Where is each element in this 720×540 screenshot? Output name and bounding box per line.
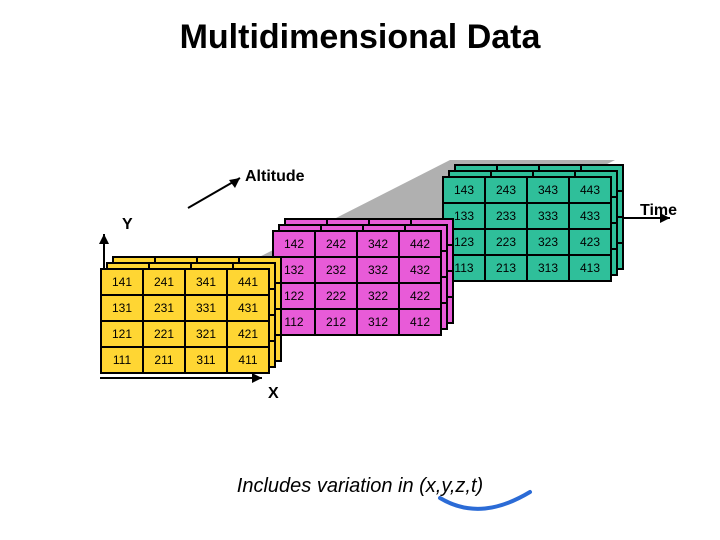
grid-cell: 332	[357, 257, 399, 283]
grid-cell: 232	[315, 257, 357, 283]
grid-cell: 412	[399, 309, 441, 335]
grid-cell: 423	[569, 229, 611, 255]
grid-cell: 422	[399, 283, 441, 309]
grid-cell: 242	[315, 231, 357, 257]
grid-cell: 321	[185, 321, 227, 347]
grid-yellow: 141241341441 131231331431 121221321421 1112…	[100, 268, 270, 374]
grid-cell: 221	[143, 321, 185, 347]
grid-magenta: 1422423424421322323324321222223224221122…	[272, 230, 442, 336]
grid-cell: 411	[227, 347, 269, 373]
grid-cell: 142	[273, 231, 315, 257]
grid-cell: 323	[527, 229, 569, 255]
grid-cell: 233	[485, 203, 527, 229]
grid-cell: 413	[569, 255, 611, 281]
grid-cell: 213	[485, 255, 527, 281]
grid-teal: 1432433434431332333334331232233234231132…	[442, 176, 612, 282]
grid-cell: 121	[101, 321, 143, 347]
grid-cell: 141	[101, 269, 143, 295]
grid-cell: 432	[399, 257, 441, 283]
grid-cell: 223	[485, 229, 527, 255]
grid-cell: 433	[569, 203, 611, 229]
grid-cell: 111	[101, 347, 143, 373]
grid-cell: 222	[315, 283, 357, 309]
grid-cell: 331	[185, 295, 227, 321]
grid-cell: 443	[569, 177, 611, 203]
grid-cell: 313	[527, 255, 569, 281]
grid-cell: 131	[101, 295, 143, 321]
grid-cell: 441	[227, 269, 269, 295]
grid-cell: 231	[143, 295, 185, 321]
grid-cell: 211	[143, 347, 185, 373]
grid-cell: 312	[357, 309, 399, 335]
grid-cell: 143	[443, 177, 485, 203]
grid-cell: 341	[185, 269, 227, 295]
grid-cell: 442	[399, 231, 441, 257]
grid-cell: 431	[227, 295, 269, 321]
grid-cell: 343	[527, 177, 569, 203]
grid-cell: 212	[315, 309, 357, 335]
grid-cell: 333	[527, 203, 569, 229]
grid-cell: 342	[357, 231, 399, 257]
grid-cell: 322	[357, 283, 399, 309]
grid-cell: 421	[227, 321, 269, 347]
grid-cell: 243	[485, 177, 527, 203]
grid-cell: 241	[143, 269, 185, 295]
grid-cell: 311	[185, 347, 227, 373]
